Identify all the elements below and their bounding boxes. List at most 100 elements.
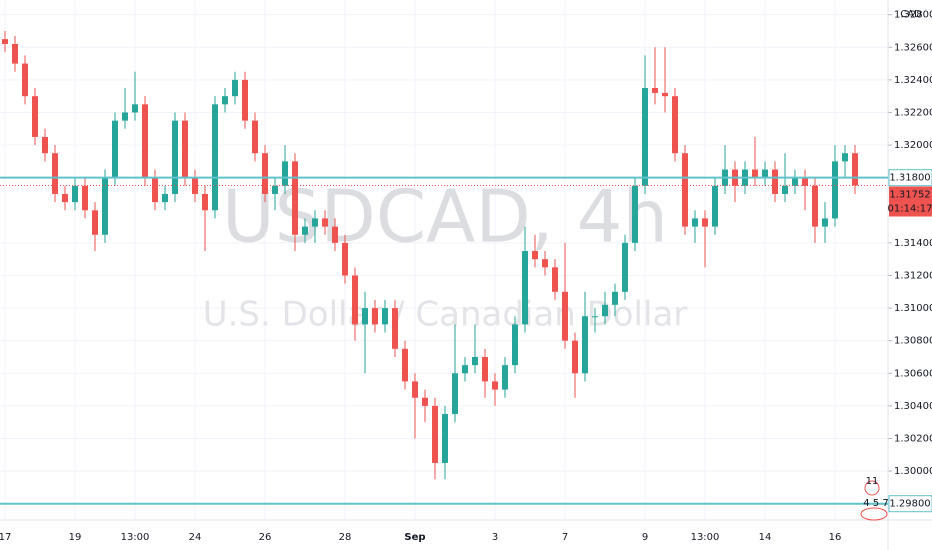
y-tick-label: 1.30000 [894,466,932,477]
candle-body [782,185,788,194]
level-label-box [888,495,932,513]
candle-body [602,304,608,317]
candle-body [592,316,598,318]
candle-body [252,120,258,154]
x-tick-label: 3 [492,532,498,543]
candle-body [642,88,648,186]
candle-body [532,251,538,260]
candle-body [332,226,338,243]
candle-body [12,44,18,64]
candle-body [832,161,838,219]
x-tick-label: 24 [189,532,202,543]
candle-body [362,308,368,325]
candle-body [772,169,778,194]
candle-body [292,161,298,235]
y-tick-label: 1.32400 [894,75,932,86]
candle-body [662,92,668,97]
candle-body [382,308,388,325]
last-price-box [889,186,932,217]
candle-body [132,104,138,113]
x-tick-label: 17 [0,532,11,543]
candle-body [682,153,688,227]
indicator-values: 4 5 7 [863,498,888,509]
level-label: 1.29800 [889,499,930,510]
candle-body [62,193,68,203]
candle-body [142,104,148,178]
candle-body [452,373,458,415]
candle-body [182,120,188,178]
candle-body [552,267,558,292]
candle-body [282,161,288,186]
x-tick-label: 14 [759,532,772,543]
x-tick-label: 28 [339,532,352,543]
candle-body [522,251,528,325]
y-tick-label: 1.32600 [894,42,932,53]
candle-body [112,120,118,178]
candle-body [472,356,478,366]
x-tick-label: 13:00 [121,532,150,543]
x-tick-label: 26 [259,532,272,543]
y-tick-label: 1.32000 [894,140,932,151]
x-tick-label: Sep [404,532,425,543]
candle-body [162,193,168,203]
candle-body [42,136,48,154]
indicator-count: 11 [866,476,879,487]
candle-body [92,210,98,235]
candle-body [122,112,128,121]
y-tick-label: 1.31000 [894,303,932,314]
candle-body [72,185,78,203]
countdown-label: 01:14:17 [888,204,932,215]
y-tick-label: 1.31400 [894,238,932,249]
candle-body [242,79,248,121]
y-tick-label: 1.30200 [894,433,932,444]
candle-body [502,365,508,390]
last-price-label: 1.31752 [889,190,930,201]
candle-body [322,218,328,227]
watermark-symbol: USDCAD, 4h [222,175,668,259]
candle-body [622,242,628,292]
candle-body [22,63,28,97]
candle-body [392,308,398,349]
candle-body [52,153,58,194]
candle-body [342,242,348,276]
candle-body [582,316,588,374]
candle-body [712,185,718,227]
candle-body [852,153,858,186]
currency-label: CAD [900,9,922,20]
candle-body [442,414,448,463]
x-tick-label: 13:00 [691,532,720,543]
candle-body [562,291,568,341]
candle-body [2,39,8,45]
candle-body [812,185,818,227]
candle-body [102,177,108,235]
x-tick-label: 16 [829,532,842,543]
candle-body [432,405,438,463]
level-label: 1.31800 [889,173,930,184]
candle-body [422,397,428,406]
candle-body [302,226,308,235]
candle-body [202,193,208,211]
candle-body [652,88,658,93]
candle-body [272,185,278,194]
grid [0,0,888,520]
indicator-icon [864,480,880,496]
candle-body [792,177,798,186]
candle-body [542,259,548,268]
candle-body [412,381,418,398]
candle-body [752,169,758,178]
indicator-icon-2 [860,507,888,521]
y-tick-label: 1.30600 [894,368,932,379]
candle-body [822,218,828,227]
candle-body [82,185,88,211]
candle-body [802,177,808,186]
candle-body [172,120,178,194]
candle-body [492,381,498,390]
candle-body [762,169,768,178]
candle-body [372,308,378,325]
x-tick-label: 19 [69,532,82,543]
candle-body [262,153,268,194]
candle-body [222,96,228,105]
x-tick-label: 7 [562,532,568,543]
candle-body [702,218,708,227]
